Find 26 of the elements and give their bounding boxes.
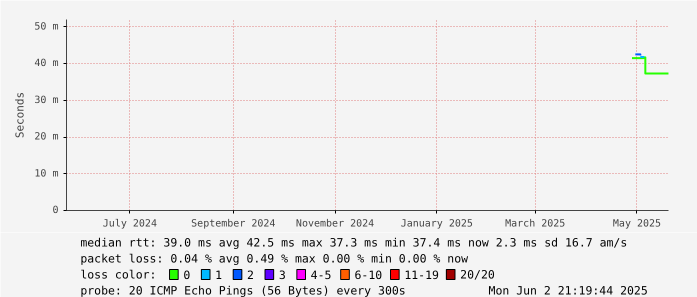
y-tick-label: 50 m — [34, 21, 59, 32]
x-tick-label: March 2025 — [505, 218, 566, 230]
legend-label: 0 — [183, 268, 190, 282]
text: packet loss: 0.04 % avg 0.49 % max 0.00 % min 0.00 % now — [80, 252, 468, 266]
x-tick-label: January 2025 — [400, 218, 473, 230]
y-axis-title: Seconds — [13, 92, 26, 138]
legend-label: 20/20 — [460, 268, 495, 282]
y-tick-label: 0 — [52, 205, 59, 216]
legend-title: loss color: — [80, 268, 156, 282]
x-tick-label: July 2024 — [102, 218, 157, 230]
y-tick-label: 40 m — [34, 58, 59, 70]
legend-label: 3 — [278, 268, 286, 282]
legend-label: 11-19 — [404, 268, 440, 282]
text: median rtt: 39.0 ms avg 42.5 ms max 37.3 ms min 37.4 ms now 2.3 ms sd 16.7 am/s — [80, 236, 628, 250]
legend-label: 6-10 — [354, 268, 382, 282]
x-tick-label: November 2024 — [296, 218, 374, 230]
legend-label: 1 — [215, 268, 222, 282]
text: probe: 20 ICMP Echo Pings (56 Bytes) every 300s — [80, 284, 406, 297]
legend-label: 4-5 — [310, 268, 332, 282]
y-tick-label: 20 m — [34, 132, 59, 143]
legend-label: 2 — [247, 268, 254, 282]
y-tick-label: 30 m — [34, 94, 59, 106]
text: Mon Jun 2 21:19:44 2025 — [488, 284, 648, 297]
x-tick-label: September 2024 — [191, 218, 276, 230]
y-tick-label: 10 m — [34, 168, 59, 180]
x-tick-label: May 2025 — [612, 218, 662, 230]
